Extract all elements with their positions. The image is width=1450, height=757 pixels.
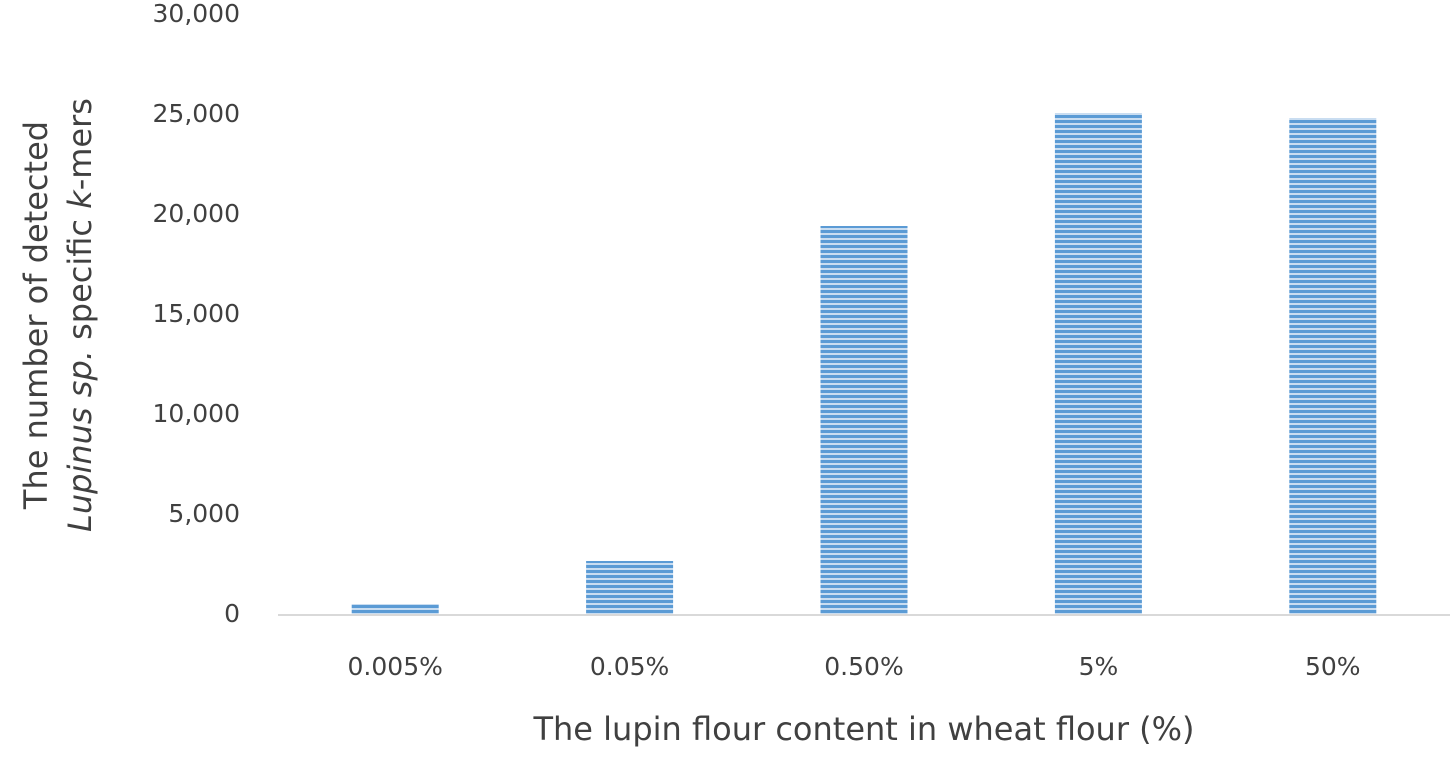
- y-axis-title: The number of detected: [17, 121, 55, 510]
- bar: [586, 561, 674, 615]
- y-tick-label: 10,000: [153, 399, 240, 428]
- y-axis-title-part: specific: [61, 209, 99, 350]
- y-axis-title: Lupinus sp. specific k-mers: [61, 98, 99, 532]
- bar: [1289, 118, 1377, 615]
- y-tick-label: 25,000: [153, 99, 240, 128]
- y-tick-label: 30,000: [153, 0, 240, 28]
- y-axis-title-part: The number of detected: [17, 121, 55, 510]
- y-axis-title-part: k: [61, 189, 99, 209]
- y-axis-title-part: -mers: [61, 98, 99, 190]
- x-tick-label: 0.05%: [590, 652, 669, 681]
- x-axis-title: The lupin flour content in wheat flour (…: [532, 710, 1194, 748]
- y-tick-label: 5,000: [168, 499, 240, 528]
- bar: [351, 604, 439, 615]
- y-axis-title-part: Lupinus sp.: [61, 350, 99, 532]
- y-tick-label: 20,000: [153, 199, 240, 228]
- y-tick-label: 0: [224, 599, 240, 628]
- x-tick-label: 0.50%: [824, 652, 903, 681]
- bar: [1054, 113, 1142, 615]
- bar: [820, 226, 908, 615]
- x-tick-label: 50%: [1305, 652, 1361, 681]
- x-tick-label: 0.005%: [348, 652, 443, 681]
- x-tick-label: 5%: [1079, 652, 1119, 681]
- y-tick-label: 15,000: [153, 299, 240, 328]
